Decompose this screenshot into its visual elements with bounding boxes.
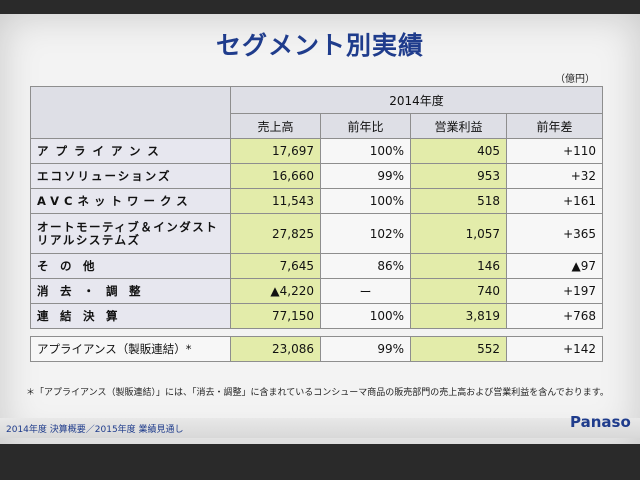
yoy-cell: 100% — [320, 303, 411, 329]
diff-cell: +197 — [505, 278, 604, 304]
op-profit-cell: 1,057 — [410, 213, 507, 254]
sales-cell: ▲4,220 — [230, 278, 321, 304]
yoy-cell: ー — [320, 278, 411, 304]
column-header-diff: 前年差 — [505, 113, 604, 139]
op-profit-cell: 552 — [410, 336, 507, 362]
op-profit-cell: 3,819 — [410, 303, 507, 329]
column-header-sales: 売上高 — [230, 113, 321, 139]
unit-label: （億円） — [555, 74, 595, 85]
row-label: エコソリューションズ — [30, 163, 231, 189]
brand-logo: Panaso — [570, 413, 631, 431]
column-header-op-profit: 営業利益 — [410, 113, 507, 139]
footnote: ＊「アプライアンス（製販連結）」には、「消去・調整」に含まれているコンシューマ商… — [26, 388, 609, 398]
table-row-total: 連 結 決 算 77,150 100% 3,819 +768 — [30, 303, 604, 329]
diff-cell: +768 — [505, 303, 604, 329]
table-row: アプライアンス 17,697 100% 405 +110 — [30, 138, 604, 164]
year-header: 2014年度 — [229, 86, 604, 114]
op-profit-cell: 405 — [410, 138, 507, 164]
sales-cell: 77,150 — [230, 303, 321, 329]
table-row: そ の 他 7,645 86% 146 ▲97 — [30, 253, 604, 279]
row-label: アプライアンス（製販連結）* — [30, 336, 231, 362]
op-profit-cell: 146 — [410, 253, 507, 279]
sales-cell: 11,543 — [230, 188, 321, 214]
table-gap-row — [31, 329, 603, 337]
row-label: AVCネットワークス — [30, 188, 231, 214]
op-profit-cell: 740 — [410, 278, 507, 304]
row-label: アプライアンス — [30, 138, 231, 164]
sales-cell: 7,645 — [230, 253, 321, 279]
op-profit-cell: 518 — [410, 188, 507, 214]
gap-cell — [31, 329, 231, 337]
yoy-cell: 102% — [320, 213, 411, 254]
segment-table: 2014年度 売上高 前年比 営業利益 前年差 アプライアンス 17,697 1… — [30, 86, 604, 362]
row-label: そ の 他 — [30, 253, 231, 279]
table-header-row-year: 2014年度 — [30, 86, 604, 139]
op-profit-cell: 953 — [410, 163, 507, 189]
gap-cell — [231, 329, 321, 337]
column-header-yoy: 前年比 — [320, 113, 411, 139]
yoy-cell: 99% — [320, 163, 411, 189]
page-title: セグメント別実績 — [215, 31, 424, 60]
gap-cell — [507, 329, 603, 337]
row-label: 消 去 ・ 調 整 — [30, 278, 231, 304]
sales-cell: 16,660 — [230, 163, 321, 189]
sales-cell: 23,086 — [230, 336, 321, 362]
diff-cell: +32 — [505, 163, 604, 189]
sales-cell: 17,697 — [230, 138, 321, 164]
table-row: 消 去 ・ 調 整 ▲4,220 ー 740 +197 — [30, 278, 604, 304]
gap-cell — [411, 329, 507, 337]
table-row: エコソリューションズ 16,660 99% 953 +32 — [30, 163, 604, 189]
footer-caption: 2014年度 決算概要／2015年度 業績見通し — [6, 425, 184, 435]
sales-cell: 27,825 — [230, 213, 321, 254]
yoy-cell: 86% — [320, 253, 411, 279]
footer-bar — [0, 418, 640, 438]
yoy-cell: 100% — [320, 188, 411, 214]
yoy-cell: 99% — [320, 336, 411, 362]
header-blank-cell — [30, 86, 231, 139]
table-header-row-columns: 売上高 前年比 営業利益 前年差 — [31, 113, 604, 139]
diff-cell: +142 — [505, 336, 604, 362]
row-label: 連 結 決 算 — [30, 303, 231, 329]
diff-cell: ▲97 — [505, 253, 604, 279]
table-row-appliance-consolidated: アプライアンス（製販連結）* 23,086 99% 552 +142 — [30, 336, 604, 362]
gap-cell — [321, 329, 411, 337]
row-label: オートモーティブ＆インダストリアルシステムズ — [30, 213, 231, 254]
table-row: オートモーティブ＆インダストリアルシステムズ 27,825 102% 1,057… — [30, 213, 604, 254]
diff-cell: +365 — [505, 213, 604, 254]
yoy-cell: 100% — [320, 138, 411, 164]
diff-cell: +110 — [505, 138, 604, 164]
table-row: AVCネットワークス 11,543 100% 518 +161 — [30, 188, 604, 214]
diff-cell: +161 — [505, 188, 604, 214]
